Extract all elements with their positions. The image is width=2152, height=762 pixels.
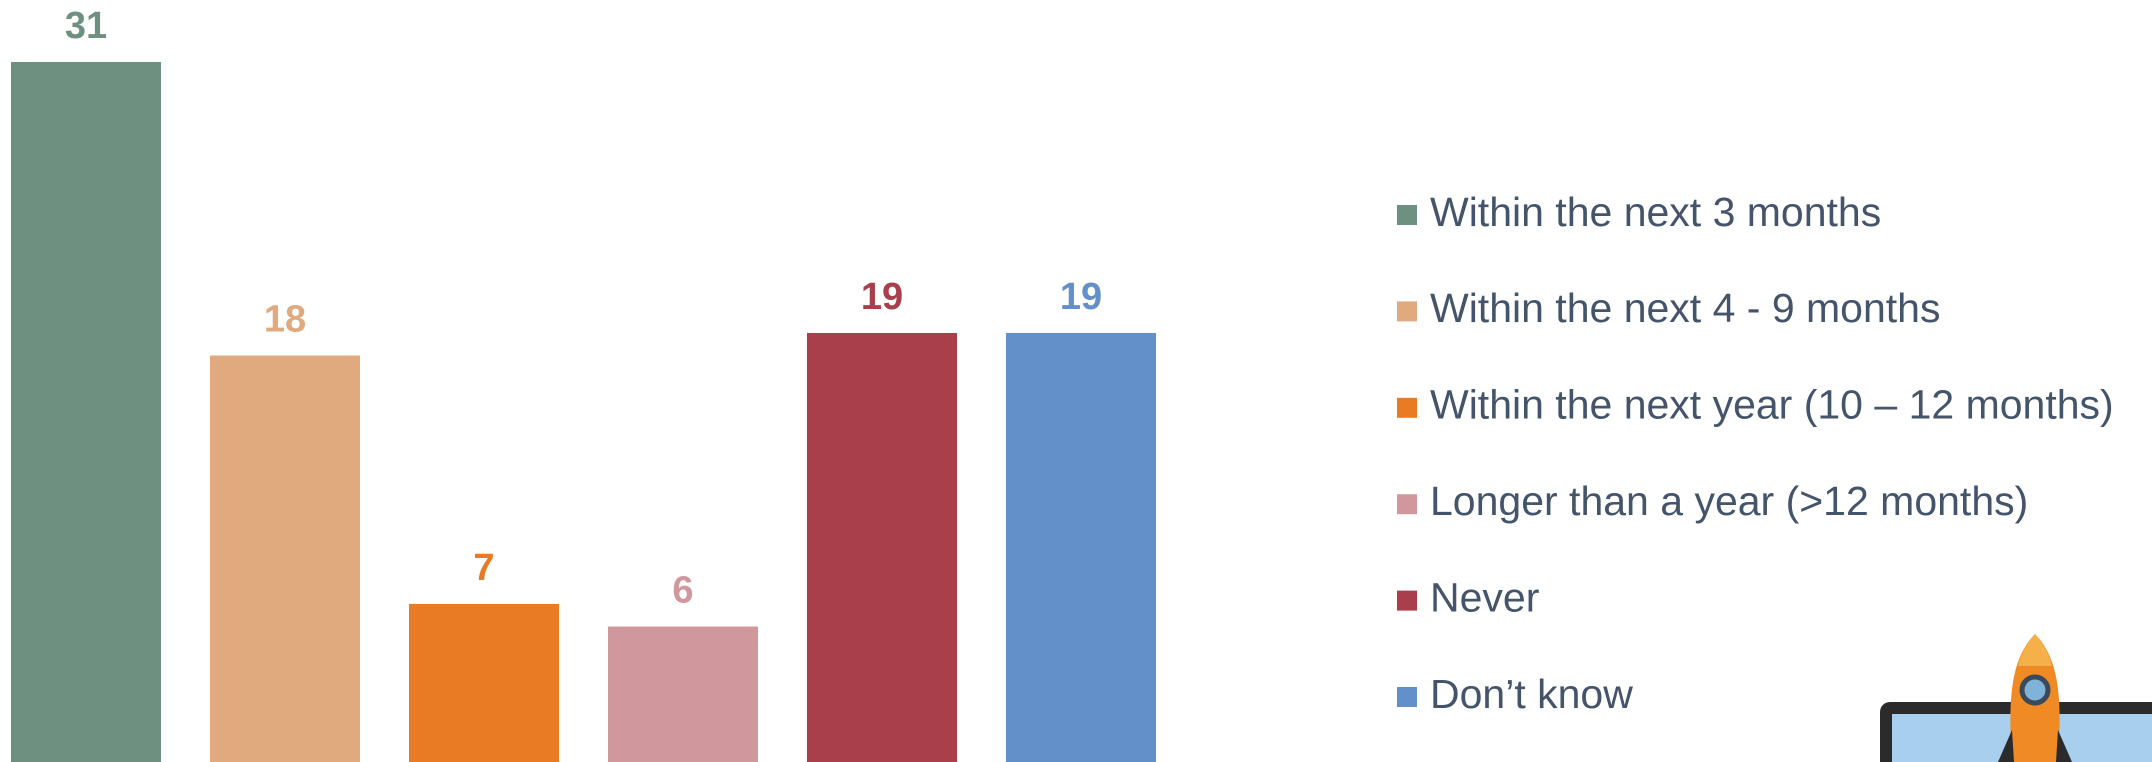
legend-swatch [1397,687,1417,707]
legend-label: Within the next year (10 – 12 months) [1430,382,2114,428]
legend-swatch [1397,590,1417,611]
bar [11,62,161,762]
legend-label: Don’t know [1430,671,1633,717]
legend-label: Within the next 4 - 9 months [1430,285,1940,331]
legend-swatch [1397,494,1417,515]
bar [1006,332,1156,762]
data-label: 19 [1060,276,1102,318]
data-label: 6 [672,570,693,612]
legend-label: Within the next 3 months [1430,189,1881,235]
bar [807,332,957,762]
data-label: 7 [473,547,494,589]
bar [608,626,758,762]
legend-swatch [1397,205,1417,225]
legend-swatch [1397,301,1417,322]
bar [210,355,360,762]
rocket-illustration [1880,634,2152,762]
bar [409,603,559,762]
legend-swatch [1397,397,1417,418]
legend-label: Longer than a year (>12 months) [1430,478,2028,524]
legend-label: Never [1430,574,1539,620]
data-label: 31 [65,5,107,47]
data-label: 19 [861,276,903,318]
data-label: 18 [264,299,306,341]
